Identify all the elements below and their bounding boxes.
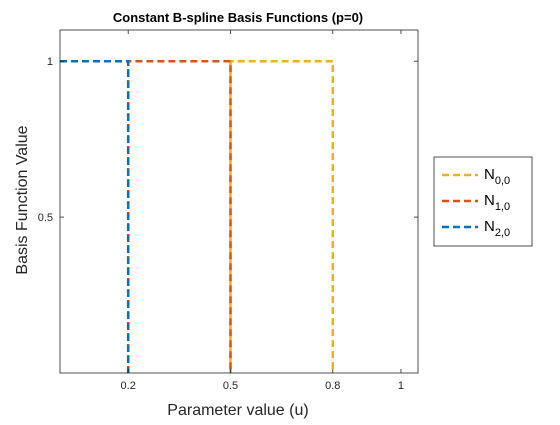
plot-background — [60, 30, 418, 373]
legend: N0,0N1,0N2,0 — [434, 157, 532, 246]
legend-entry-subscript: 1,0 — [495, 201, 510, 213]
x-tick-label: 1 — [398, 380, 404, 392]
legend-entry-subscript: 0,0 — [495, 175, 510, 187]
y-tick-label: 0.5 — [38, 212, 53, 224]
x-tick-label: 0.5 — [223, 380, 238, 392]
legend-entry-subscript: 2,0 — [495, 227, 510, 239]
chart-title: Constant B-spline Basis Functions (p=0) — [113, 10, 363, 25]
y-tick-label: 1 — [47, 56, 53, 68]
x-tick-label: 0.8 — [325, 380, 340, 392]
y-axis-label: Basis Function Value — [14, 125, 31, 274]
x-tick-label: 0.2 — [121, 380, 136, 392]
x-axis-label: Parameter value (u) — [167, 402, 308, 419]
plot-area — [60, 30, 418, 373]
